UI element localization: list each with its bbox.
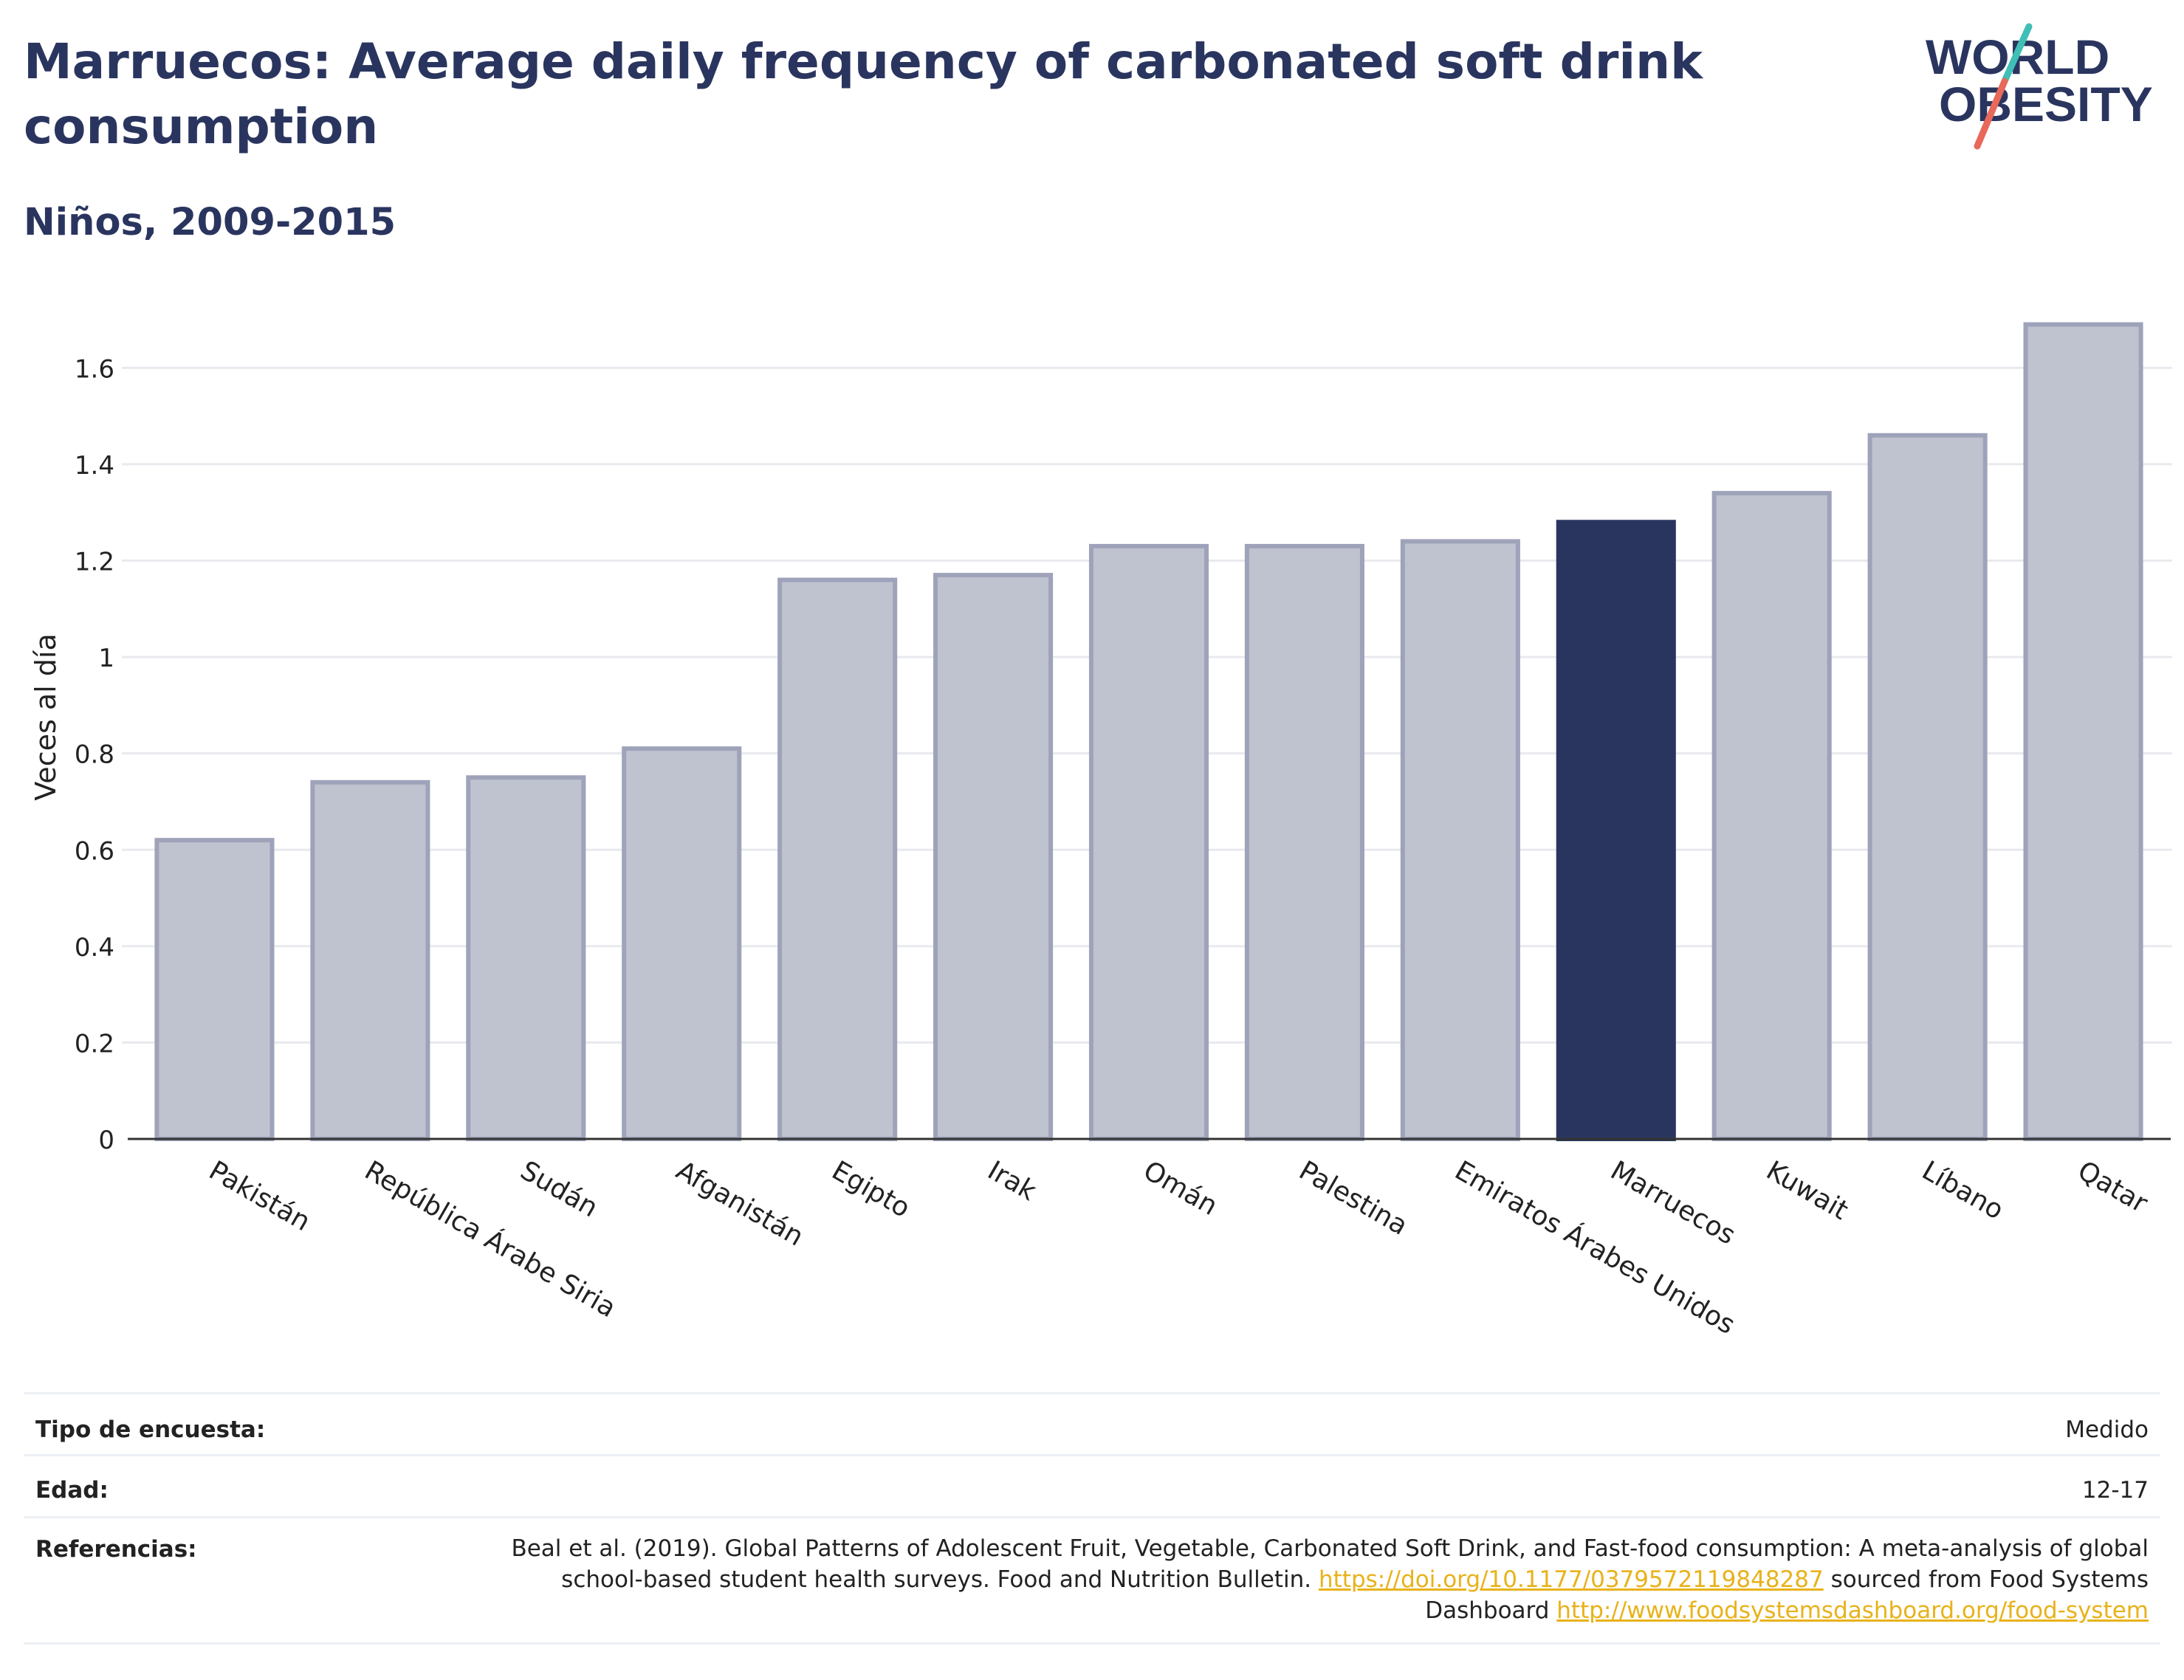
y-tick-label: 1.4	[75, 451, 114, 481]
x-tick-label: Pakistán	[204, 1155, 315, 1237]
logo-slash-coral	[1974, 78, 2008, 150]
logo-slash-teal	[2001, 23, 2033, 85]
y-tick-label: 0.8	[75, 740, 114, 770]
y-tick-label: 0.2	[75, 1029, 114, 1058]
bar	[466, 775, 586, 1142]
age-value: 12-17	[2081, 1477, 2149, 1504]
y-tick-label: 0.4	[75, 933, 114, 963]
x-tick-label: Palestina	[1294, 1155, 1412, 1242]
references-text: Beal et al. (2019). Global Patterns of A…	[450, 1533, 2149, 1626]
bar	[1867, 433, 1988, 1141]
world-obesity-logo: WORLD OBESITY	[1926, 23, 2153, 150]
x-tick-label: Omán	[1139, 1155, 1223, 1222]
bar-highlight	[1556, 520, 1676, 1141]
bar	[1088, 543, 1209, 1141]
reference-citation: Beal et al. (2019). Global Patterns of A…	[511, 1535, 2149, 1593]
y-tick-label: 1.2	[75, 548, 114, 577]
reference-source: sourced from Food Systems Dashboard	[1425, 1566, 2149, 1624]
x-tick-label: Egipto	[827, 1155, 916, 1224]
x-tick-label: Afganistán	[671, 1155, 808, 1252]
x-tick-label: Kuwait	[1761, 1155, 1853, 1226]
logo-text-obesity: OBESITY	[1939, 77, 2153, 131]
x-tick-label: Líbano	[1917, 1155, 2008, 1225]
survey-type-row: Tipo de encuesta: Medido	[24, 1392, 2160, 1456]
bar	[933, 573, 1054, 1141]
x-tick-label: Qatar	[2073, 1155, 2152, 1219]
y-tick-label: 0	[98, 1126, 114, 1155]
survey-type-label: Tipo de encuesta:	[35, 1416, 266, 1443]
x-tick-label: Emiratos Árabes Unidos	[1449, 1154, 1740, 1340]
chart-subtitle: Niños, 2009-2015	[24, 201, 396, 244]
y-tick-label: 1.6	[75, 354, 114, 384]
bar	[310, 779, 430, 1142]
bar-chart: 0 0.2 0.4 0.6 0.8 1 1.2 1.4 1.6 Pakistán Repúblic…	[30, 322, 2172, 1340]
references-label: Referencias:	[35, 1536, 197, 1563]
age-label: Edad:	[35, 1477, 109, 1504]
bar	[2023, 322, 2143, 1142]
survey-type-value: Medido	[2065, 1416, 2149, 1443]
age-row: Edad: 12-17	[24, 1454, 2160, 1518]
y-axis-label: Veces al día	[30, 633, 62, 800]
y-tick-labels: 0 0.2 0.4 0.6 0.8 1 1.2 1.4 1.6	[75, 354, 114, 1155]
y-tick-label: 0.6	[75, 836, 114, 866]
chart-title: Marruecos: Average daily frequency of ca…	[24, 33, 1703, 155]
x-tick-label: República Árabe Siria	[360, 1154, 621, 1323]
bar	[622, 746, 742, 1141]
doi-link[interactable]: https://doi.org/10.1177/0379572119848287	[1318, 1566, 1824, 1593]
y-tick-label: 1	[98, 644, 114, 673]
bar	[777, 577, 898, 1141]
x-tick-label: Irak	[983, 1155, 1042, 1207]
references-row: Referencias: Beal et al. (2019). Global …	[24, 1516, 2160, 1645]
bar	[1244, 543, 1364, 1141]
bar	[1711, 491, 1832, 1141]
x-tick-label: Sudán	[515, 1155, 603, 1223]
bar	[154, 838, 275, 1141]
x-tick-label: Marruecos	[1605, 1155, 1740, 1250]
bar	[1400, 539, 1520, 1141]
bars	[154, 322, 2143, 1142]
food-systems-link[interactable]: http://www.foodsystemsdashboard.org/food…	[1556, 1597, 2149, 1624]
